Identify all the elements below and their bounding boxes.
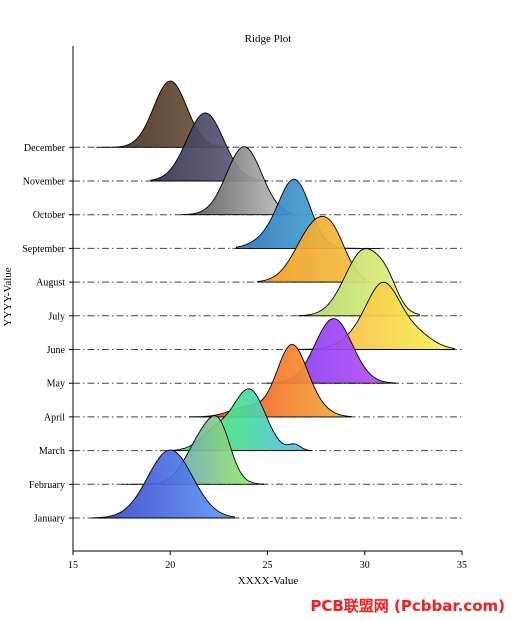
y-tick-label: December xyxy=(24,143,66,154)
ridges xyxy=(92,80,455,519)
x-tick-label: 25 xyxy=(263,560,273,571)
y-tick-label: July xyxy=(48,311,65,322)
ridge-october xyxy=(181,146,292,216)
tick-labels: January February March April May June July Augu… xyxy=(22,143,467,571)
y-tick-label: October xyxy=(33,210,66,221)
ridge-september xyxy=(235,178,381,249)
y-tick-label: January xyxy=(34,514,65,525)
y-tick-label: June xyxy=(47,345,66,356)
ridge-august xyxy=(257,215,366,283)
x-tick-label: 30 xyxy=(360,560,370,571)
x-tick-label: 35 xyxy=(457,560,467,571)
axes xyxy=(69,46,463,555)
ridge-april xyxy=(189,343,352,418)
y-tick-label: August xyxy=(36,278,65,289)
x-tick-label: 20 xyxy=(165,560,175,571)
chart-title: Ridge Plot xyxy=(245,33,292,45)
y-tick-label: November xyxy=(23,177,66,188)
x-axis-title: XXXX-Value xyxy=(238,575,299,587)
y-tick-label: February xyxy=(29,480,65,491)
y-tick-label: September xyxy=(22,244,65,255)
y-axis-title: YYYY-Value xyxy=(2,267,14,326)
y-tick-label: April xyxy=(44,412,65,423)
x-tick-label: 15 xyxy=(68,560,78,571)
ridge-january xyxy=(92,449,235,519)
y-tick-label: March xyxy=(39,446,65,457)
watermark-text: PCB联盟网 (Pcbbar.com) xyxy=(310,597,505,615)
y-tick-label: May xyxy=(47,379,65,390)
